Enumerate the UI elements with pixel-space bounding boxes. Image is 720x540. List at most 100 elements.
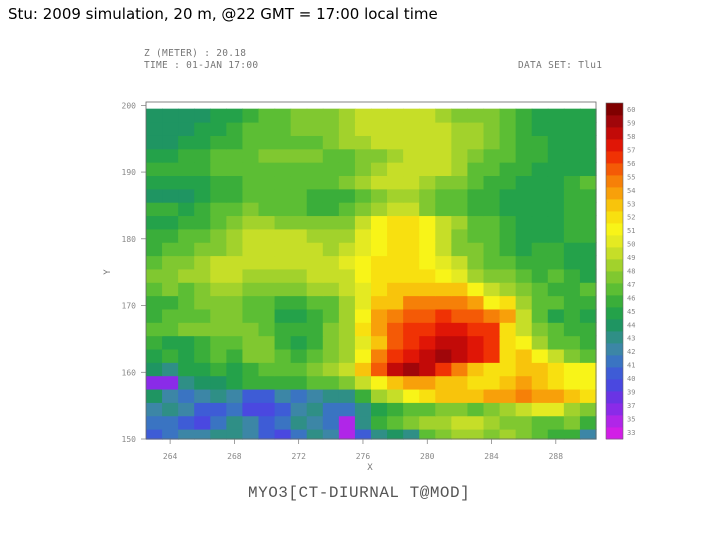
heatmap-cell [499,348,517,363]
heatmap-cell [451,108,469,123]
heatmap-cell [515,215,533,230]
heatmap-cell [146,402,163,417]
heatmap-cell [306,228,324,243]
heatmap-cell [226,348,244,363]
heatmap-cell [226,282,244,297]
heatmap-cell [515,255,533,270]
heatmap-cell [483,415,501,430]
heatmap-cell [162,148,179,163]
colorbar-swatch [606,235,623,248]
heatmap-cell [338,295,356,310]
heatmap-cell [242,308,260,323]
heatmap-cell [162,362,179,377]
heatmap-cell [162,375,179,390]
heatmap-cell [579,375,597,390]
heatmap-cell [354,388,372,403]
heatmap-cell [403,322,420,337]
heatmap-cell [338,335,356,350]
heatmap-cell [322,188,340,203]
colorbar-label: 60 [627,106,635,114]
heatmap-cell [354,308,372,323]
heatmap-cell [531,108,549,123]
heatmap-cell [274,202,292,217]
heatmap-cell [306,295,324,310]
heatmap-cell [274,375,292,390]
heatmap-cell [547,375,565,390]
heatmap-cell [387,215,404,230]
heatmap-cell [451,388,469,403]
colorbar-swatch [606,379,623,392]
heatmap-cell [563,215,581,230]
heatmap-cell [162,428,179,440]
heatmap-cell [419,228,436,243]
heatmap-cell [515,108,533,123]
heatmap-cell [146,188,163,203]
heatmap-cell [306,402,324,417]
y-axis: 150 160 170 180 190 200 [122,101,146,444]
heatmap-cell [403,215,420,230]
heatmap-cell [579,175,597,190]
time-label: TIME : 01-JAN 17:00 [144,60,259,71]
heatmap-cell [242,108,260,123]
heatmap-cell [531,188,549,203]
colorbar-labels: 33 35 37 39 40 41 42 43 44 45 46 47 48 49 50 51 52 53 54 55… [627,106,635,437]
heatmap-cell [435,188,452,203]
heatmap-cell [563,282,581,297]
colorbar-swatch [606,211,623,224]
heatmap-cell [354,282,372,297]
heatmap-cell [387,282,404,297]
heatmap-cell [306,215,324,230]
colorbar-swatch [606,331,623,344]
heatmap-cell [354,268,372,283]
heatmap-cell [531,162,549,177]
heatmap-cell [579,415,597,430]
heatmap-cell [435,108,452,123]
heatmap-cell [178,415,195,430]
heatmap-cell [242,215,260,230]
dataset-label: DATA SET: Tlu1 [518,60,603,71]
heatmap-cell [258,175,276,190]
heatmap-cell [322,402,340,417]
heatmap-cell [483,388,501,403]
heatmap-cell [210,362,227,377]
heatmap-cell [354,202,372,217]
heatmap-cell [531,268,549,283]
heatmap-cell [194,255,211,270]
heatmap-cell [579,322,597,337]
heatmap-cell [322,362,340,377]
heatmap-cell [371,375,388,390]
heatmap-cell [274,148,292,163]
colorbar-swatch [606,163,623,176]
heatmap-cell [419,282,436,297]
heatmap-cell [499,375,517,390]
heatmap-cell [499,135,517,150]
heatmap-cell [290,415,308,430]
heatmap-cell [210,348,227,363]
heatmap-cell [531,388,549,403]
heatmap-cell [451,202,469,217]
heatmap-cell [242,148,260,163]
heatmap-cell [194,322,211,337]
x-tick-label: 288 [549,452,564,461]
heatmap-cell [194,388,211,403]
heatmap-cell [258,268,276,283]
heatmap-cell [531,322,549,337]
heatmap-cell [226,295,244,310]
colorbar-swatch [606,355,623,368]
heatmap-cell [563,135,581,150]
heatmap-cell [242,375,260,390]
heatmap-cell [483,162,501,177]
heatmap-cell [483,175,501,190]
heatmap-cell [194,402,211,417]
heatmap-cell [419,188,436,203]
heatmap-cell [483,148,501,163]
y-tick-label: 170 [122,302,137,311]
heatmap-cell [274,388,292,403]
heatmap-cell [162,162,179,177]
heatmap-cell [451,335,469,350]
colorbar-swatch [606,391,623,404]
heatmap-cell [563,402,581,417]
heatmap-cell [226,162,244,177]
heatmap-cell [371,148,388,163]
heatmap-cell [274,348,292,363]
